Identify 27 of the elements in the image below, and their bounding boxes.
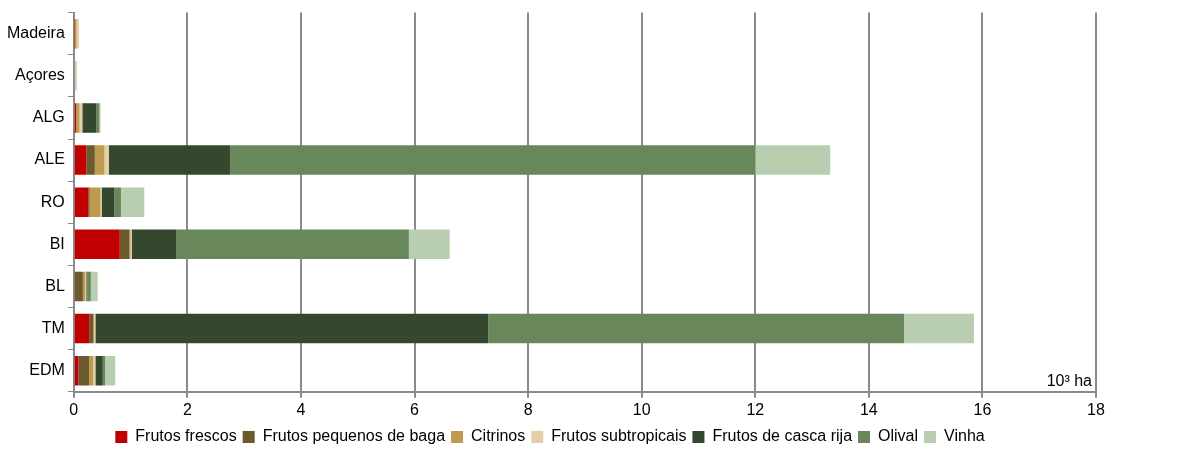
y-tick-label: ALE <box>34 150 65 168</box>
x-tick-label: 10 <box>632 400 651 418</box>
x-tick-label: 4 <box>296 400 306 418</box>
x-tick-label: 8 <box>523 400 533 418</box>
x-tick-label: 0 <box>69 400 79 418</box>
y-tick-label: BL <box>45 276 65 294</box>
x-tick-label: 16 <box>973 400 992 418</box>
legend-label: Frutos de casca rija <box>712 427 853 445</box>
y-tick-label: Madeira <box>6 24 65 42</box>
x-axis-title: 10³ ha <box>1046 372 1093 390</box>
x-tick-label: 12 <box>746 400 765 418</box>
x-tick-label: 2 <box>182 400 192 418</box>
legend-label: Olival <box>878 427 919 445</box>
y-tick-label: BI <box>49 234 65 252</box>
legend-label: Frutos pequenos de baga <box>262 427 446 445</box>
y-tick-label: RO <box>40 192 65 210</box>
y-tick-label: Açores <box>15 66 65 84</box>
x-tick-label: 6 <box>410 400 420 418</box>
legend-label: Frutos subtropicais <box>551 427 687 445</box>
y-tick-label: TM <box>41 319 65 337</box>
legend-label: Citrinos <box>471 427 526 445</box>
legend-label: Vinha <box>944 427 985 445</box>
y-tick-label: ALG <box>32 108 65 126</box>
legend-label: Frutos frescos <box>135 427 237 445</box>
x-tick-label: 18 <box>1087 400 1105 418</box>
y-tick-label: EDM <box>29 361 65 379</box>
x-tick-label: 14 <box>859 400 878 418</box>
